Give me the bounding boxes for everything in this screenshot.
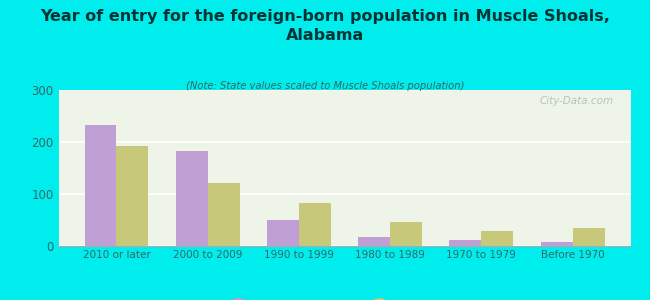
- Bar: [358, 237, 390, 246]
- Bar: [207, 183, 240, 246]
- Bar: [390, 222, 422, 246]
- Text: City-Data.com: City-Data.com: [540, 96, 614, 106]
- Bar: [176, 152, 207, 246]
- Bar: [573, 228, 604, 246]
- Bar: [449, 240, 482, 246]
- Bar: [482, 231, 514, 246]
- Bar: [541, 242, 573, 246]
- Bar: [267, 220, 299, 246]
- Bar: [299, 203, 331, 246]
- Bar: [116, 146, 148, 246]
- Bar: [84, 125, 116, 246]
- Text: Year of entry for the foreign-born population in Muscle Shoals,
Alabama: Year of entry for the foreign-born popul…: [40, 9, 610, 43]
- Text: (Note: State values scaled to Muscle Shoals population): (Note: State values scaled to Muscle Sho…: [186, 81, 464, 91]
- Legend: Muscle Shoals, Alabama: Muscle Shoals, Alabama: [229, 296, 460, 300]
